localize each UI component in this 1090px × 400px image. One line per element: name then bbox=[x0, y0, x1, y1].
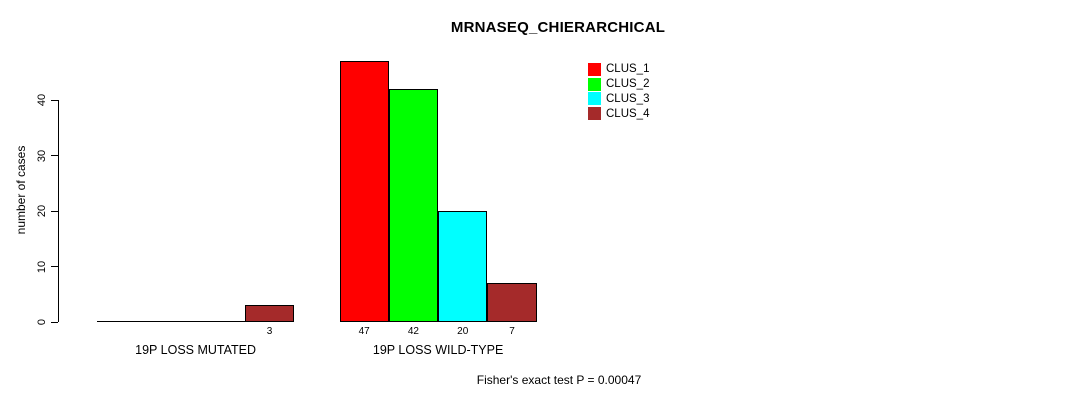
legend-item: CLUS_2 bbox=[588, 77, 649, 92]
bar-value-label: 47 bbox=[358, 326, 370, 337]
fisher-test-annotation: Fisher's exact test P = 0.00047 bbox=[476, 373, 642, 387]
legend-item-label: CLUS_1 bbox=[606, 63, 650, 76]
legend-item-label: CLUS_2 bbox=[606, 78, 650, 91]
x-axis-category-label: 19P LOSS WILD-TYPE bbox=[372, 343, 504, 357]
bar bbox=[388, 88, 439, 322]
legend-item: CLUS_1 bbox=[588, 62, 649, 77]
bar-zero bbox=[195, 321, 245, 322]
bar bbox=[487, 283, 537, 322]
x-axis-category-label: 19P LOSS MUTATED bbox=[135, 343, 257, 357]
bar-value-label: 3 bbox=[266, 326, 273, 337]
y-axis-tick-label: 20 bbox=[36, 204, 48, 218]
legend-item-label: CLUS_3 bbox=[606, 92, 650, 105]
y-axis-tick bbox=[51, 99, 58, 101]
legend-color-swatch bbox=[588, 62, 601, 76]
y-axis-tick-label: 30 bbox=[36, 149, 48, 162]
y-axis-tick-label: 0 bbox=[36, 318, 48, 326]
bar bbox=[438, 211, 488, 322]
y-axis-label: number of cases bbox=[14, 145, 28, 235]
legend-color-swatch bbox=[588, 107, 601, 121]
y-axis-tick bbox=[51, 266, 58, 267]
y-axis-line bbox=[58, 100, 59, 322]
bar bbox=[339, 61, 389, 322]
bar-value-label: 7 bbox=[509, 326, 515, 337]
legend-item: CLUS_4 bbox=[588, 106, 649, 121]
bar-zero bbox=[97, 321, 147, 322]
chart-title: MRNASEQ_CHIERARCHICAL bbox=[450, 19, 666, 36]
y-axis-tick bbox=[51, 210, 58, 212]
legend-item: CLUS_3 bbox=[588, 92, 649, 107]
legend-color-swatch bbox=[588, 77, 601, 91]
bar-value-label: 42 bbox=[407, 326, 419, 337]
legend: CLUS_1 CLUS_2 CLUS_3 CLUS_4 bbox=[588, 62, 649, 121]
y-axis-tick bbox=[51, 155, 58, 156]
y-axis-tick bbox=[51, 321, 58, 323]
bar-value-label: 20 bbox=[457, 326, 469, 337]
y-axis-tick-label: 40 bbox=[36, 93, 48, 107]
bar bbox=[244, 305, 295, 322]
bar-zero bbox=[146, 321, 196, 322]
legend-item-label: CLUS_4 bbox=[606, 107, 650, 120]
y-axis-tick-label: 10 bbox=[36, 260, 48, 273]
legend-color-swatch bbox=[588, 92, 601, 106]
